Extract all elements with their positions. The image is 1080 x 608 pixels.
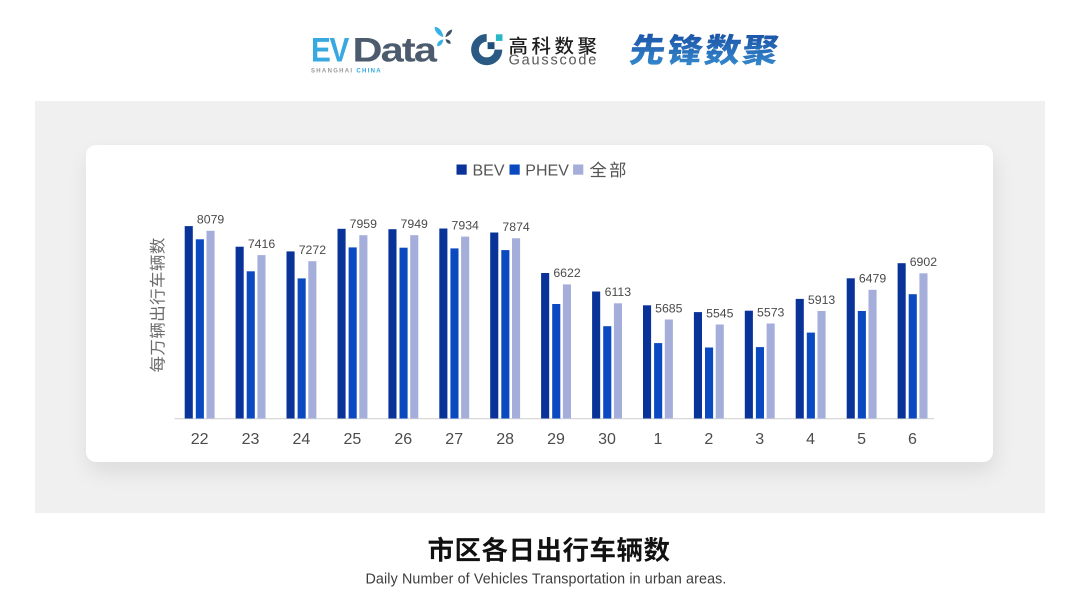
svg-text:7959: 7959	[350, 217, 378, 231]
svg-text:27: 27	[445, 431, 463, 448]
svg-text:3: 3	[755, 431, 764, 448]
svg-text:5913: 5913	[808, 293, 836, 307]
svg-text:EV: EV	[311, 32, 350, 70]
svg-text:29: 29	[547, 431, 565, 448]
svg-text:1: 1	[653, 431, 662, 448]
svg-text:8079: 8079	[197, 213, 225, 227]
svg-text:PHEV: PHEV	[525, 162, 569, 179]
svg-text:28: 28	[496, 431, 514, 448]
svg-text:24: 24	[293, 431, 311, 448]
svg-text:5685: 5685	[655, 301, 683, 315]
svg-text:7934: 7934	[452, 218, 480, 232]
svg-text:7272: 7272	[299, 243, 327, 257]
svg-text:26: 26	[394, 431, 412, 448]
svg-text:5: 5	[857, 431, 866, 448]
svg-text:6479: 6479	[859, 272, 887, 286]
svg-text:2: 2	[704, 431, 713, 448]
svg-text:7416: 7416	[248, 237, 276, 251]
svg-text:7949: 7949	[401, 217, 429, 231]
svg-text:SHANGHAI CHINA: SHANGHAI CHINA	[311, 69, 382, 75]
svg-text:BEV: BEV	[473, 162, 505, 179]
svg-text:Daily Number of Vehicles Trans: Daily Number of Vehicles Transportation …	[365, 571, 726, 587]
svg-text:25: 25	[344, 431, 362, 448]
svg-text:Gausscode: Gausscode	[509, 52, 599, 68]
svg-text:6622: 6622	[553, 266, 581, 280]
svg-text:30: 30	[598, 431, 616, 448]
svg-text:7874: 7874	[502, 220, 530, 234]
svg-text:6: 6	[908, 431, 917, 448]
svg-text:6902: 6902	[910, 255, 938, 269]
svg-text:4: 4	[806, 431, 815, 448]
svg-text:23: 23	[242, 431, 260, 448]
svg-text:5573: 5573	[757, 305, 785, 319]
svg-text:5545: 5545	[706, 306, 734, 320]
svg-text:6113: 6113	[605, 285, 632, 299]
svg-text:22: 22	[191, 431, 209, 448]
svg-text:Data: Data	[353, 32, 439, 70]
